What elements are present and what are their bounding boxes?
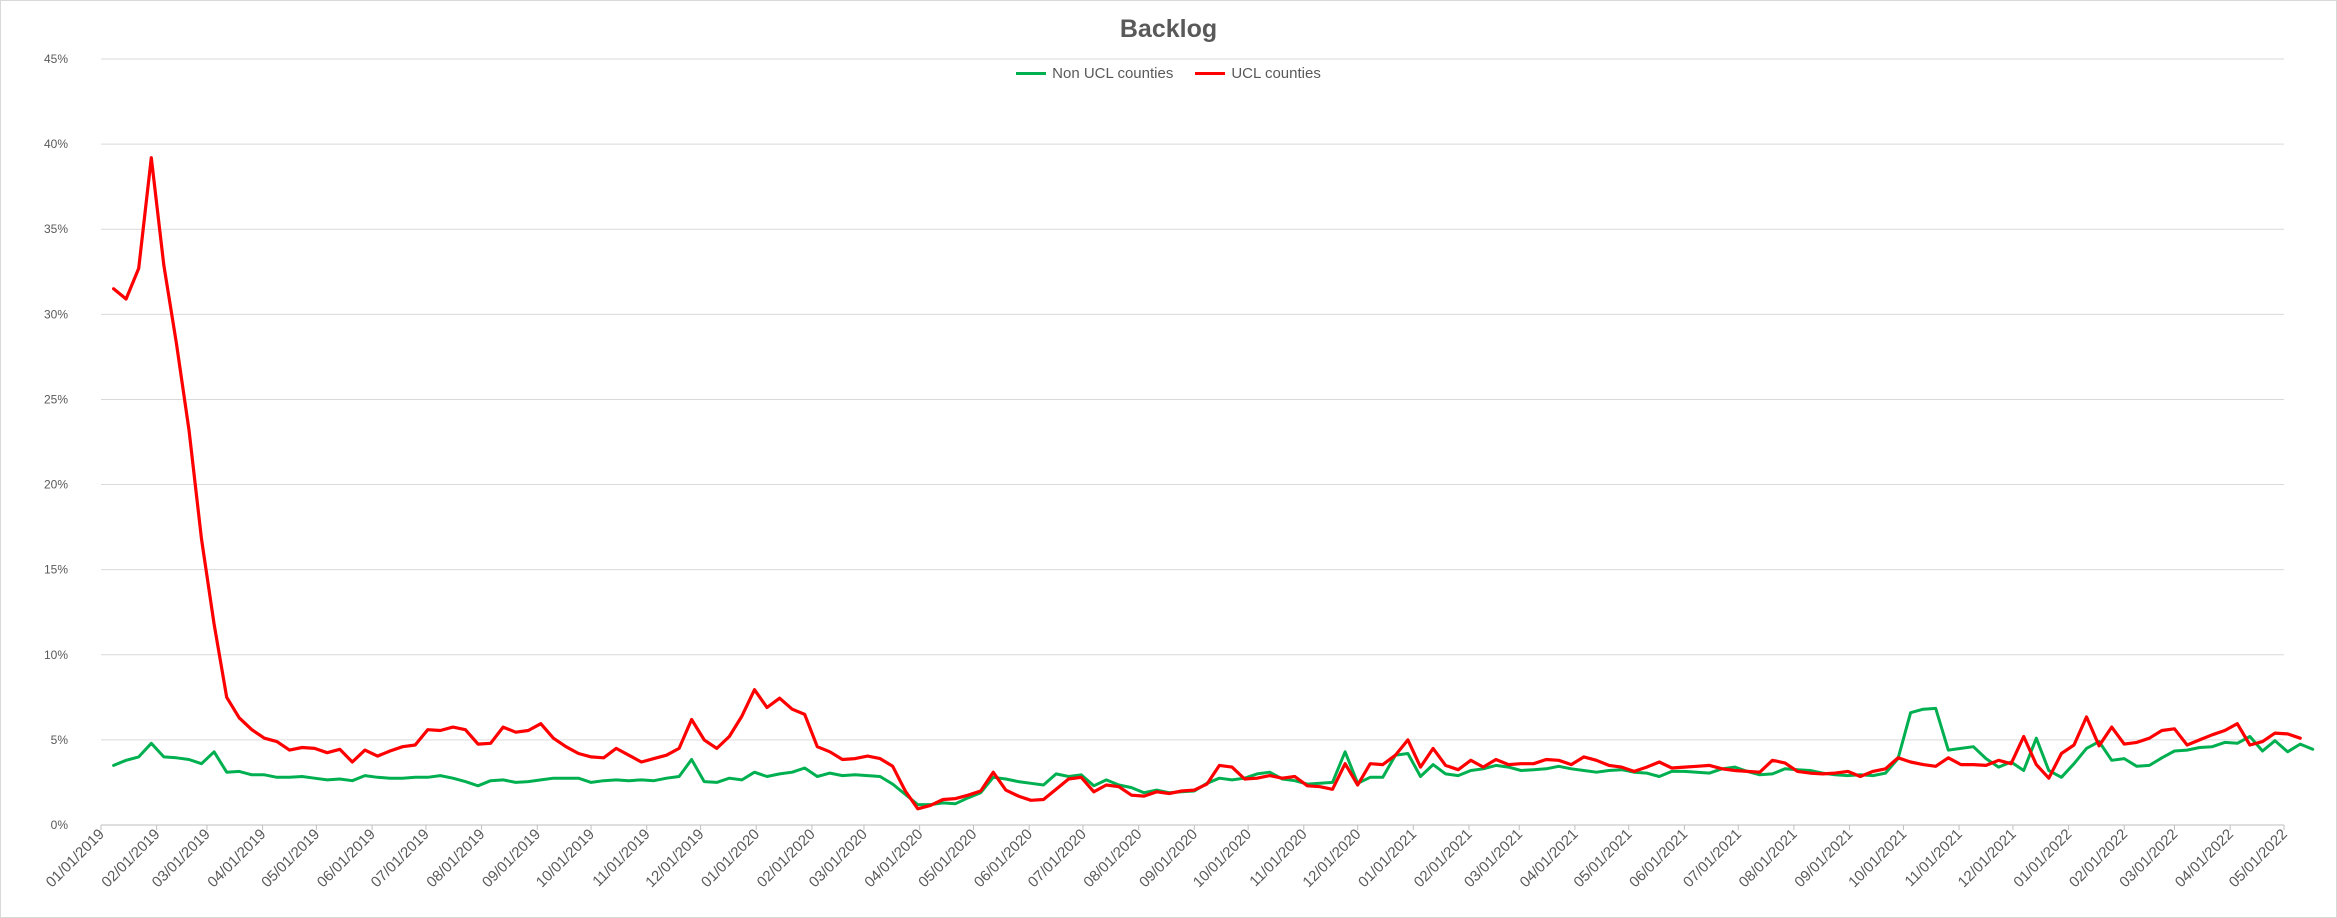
chart-legend: Non UCL counties UCL counties	[1, 65, 2336, 82]
legend-item-ucl: UCL counties	[1195, 65, 1321, 82]
x-tick-label: 07/01/2019	[368, 826, 433, 891]
y-tick-label: 15%	[44, 563, 68, 577]
y-tick-label: 25%	[44, 392, 68, 406]
series-line-non-ucl	[112, 706, 2315, 807]
x-tick-label: 07/01/2020	[1025, 826, 1090, 891]
x-tick-label: 08/01/2021	[1736, 826, 1801, 891]
y-tick-label: 45%	[44, 52, 68, 66]
y-tick-label: 20%	[44, 478, 68, 492]
x-tick-label: 05/01/2019	[258, 826, 323, 891]
x-tick-label: 05/01/2020	[915, 826, 980, 891]
y-tick-label: 40%	[44, 137, 68, 151]
x-tick-label: 10/01/2019	[533, 826, 598, 891]
x-tick-label: 08/01/2020	[1080, 826, 1145, 891]
y-tick-label: 10%	[44, 648, 68, 662]
x-tick-label: 05/01/2022	[2226, 826, 2291, 891]
legend-swatch-non-ucl	[1016, 72, 1047, 75]
y-tick-label: 5%	[51, 733, 69, 747]
series-line-ucl	[112, 156, 2302, 811]
x-tick-label: 01/01/2022	[2010, 826, 2075, 891]
x-tick-label: 10/01/2021	[1845, 826, 1910, 891]
y-tick-label: 30%	[44, 307, 68, 321]
legend-label-ucl: UCL counties	[1231, 65, 1321, 82]
x-tick-label: 08/01/2019	[423, 826, 488, 891]
legend-item-non-ucl: Non UCL counties	[1016, 65, 1173, 82]
x-tick-label: 07/01/2021	[1680, 826, 1745, 891]
x-tick-label: 12/01/2019	[642, 826, 707, 891]
y-tick-label: 35%	[44, 222, 68, 236]
x-tick-label: 10/01/2020	[1190, 826, 1255, 891]
chart-title: Backlog	[1119, 15, 1218, 43]
legend-label-non-ucl: Non UCL counties	[1052, 65, 1174, 82]
x-tick-label: 01/01/2020	[698, 826, 763, 891]
x-tick-label: 12/01/2020	[1299, 826, 1364, 891]
x-tick-label: 01/01/2021	[1355, 826, 1420, 891]
legend-swatch-ucl	[1195, 72, 1226, 75]
y-tick-label: 0%	[51, 818, 69, 832]
x-tick-label: 12/01/2021	[1955, 826, 2020, 891]
x-tick-label: 05/01/2021	[1570, 826, 1635, 891]
x-tick-label: 01/01/2019	[43, 826, 108, 891]
